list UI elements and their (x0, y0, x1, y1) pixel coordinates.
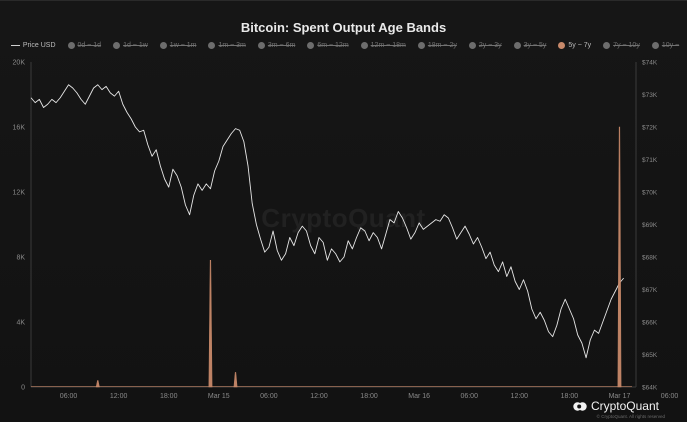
legend-dot-marker (603, 42, 611, 49)
price-usd-line (30, 84, 624, 359)
x-tick-label: 06:00 (460, 393, 478, 400)
band-5y-7y-spike (233, 372, 238, 388)
left-tick-label: 20K (13, 60, 26, 67)
legend-item[interactable]: 3y ~ 5y (513, 42, 547, 49)
legend-dot-marker (159, 42, 167, 49)
legend-label: 2y ~ 3y (478, 42, 502, 49)
x-tick-label: Mar 16 (408, 393, 430, 400)
x-tick-label: 06:00 (661, 393, 679, 400)
legend-item[interactable]: Price USD (10, 42, 56, 49)
legend-label: 5y ~ 7y (568, 42, 592, 49)
watermark: CryptoQuant (261, 203, 426, 233)
legend-item[interactable]: 1d ~ 1w (113, 42, 148, 49)
legend-item[interactable]: 5y ~ 7y (558, 42, 591, 49)
legend-item[interactable]: 6m ~ 12m (307, 42, 349, 49)
legend-dot-marker (307, 42, 315, 49)
legend-item[interactable]: 10y ~ (651, 42, 680, 49)
x-tick-label: 06:00 (260, 393, 278, 400)
legend-label: Price USD (22, 42, 56, 49)
legend-label: 3m ~ 6m (267, 42, 296, 49)
x-tick-label: 12:00 (310, 393, 328, 400)
series-layer (30, 84, 632, 388)
x-tick-label: 12:00 (511, 393, 529, 400)
left-tick-label: 12K (13, 190, 26, 197)
legend-dot-marker (513, 42, 521, 49)
right-tick-label: $67K (642, 287, 658, 294)
legend-item[interactable]: 12m ~ 18m (360, 42, 406, 49)
legend-dot-marker (468, 42, 476, 49)
band-5y-7y-spike (95, 380, 100, 388)
right-tick-label: $72K (642, 125, 658, 132)
legend-label: 3y ~ 5y (523, 42, 547, 49)
legend-line-marker (10, 45, 20, 46)
legend-dot-marker (651, 42, 659, 49)
legend-dot-marker (113, 42, 121, 49)
x-tick-label: 18:00 (160, 393, 178, 400)
legend-item[interactable]: 7y ~ 10y (603, 42, 640, 49)
x-tick-label: 12:00 (110, 393, 128, 400)
legend-item[interactable]: 2y ~ 3y (468, 42, 502, 49)
right-tick-label: $66K (642, 320, 658, 327)
right-tick-label: $65K (642, 352, 658, 359)
left-tick-label: 8K (16, 255, 25, 262)
right-tick-label: $70K (642, 190, 658, 197)
legend-label: 18m ~ 2y (427, 42, 457, 49)
right-tick-label: $71K (642, 157, 658, 164)
legend-dot-marker (67, 42, 75, 49)
legend-label: 7y ~ 10y (613, 42, 640, 49)
axes-layer: 0 4K 8K 12K 16K 20K $64K $65K $66K $67K $68K $69K $7… (13, 60, 679, 401)
band-5y-7y-spike (617, 126, 622, 388)
legend-label: 6m ~ 12m (317, 42, 349, 49)
brand-logo: CryptoQuant (573, 399, 659, 413)
legend-item[interactable]: 1w ~ 1m (159, 42, 197, 49)
legend-dot-marker (257, 42, 265, 49)
legend-dot-marker (208, 42, 216, 49)
left-tick-label: 16K (13, 125, 26, 132)
legend-label: 12m ~ 18m (370, 42, 406, 49)
right-tick-label: $64K (642, 385, 658, 392)
legend-dot-marker (417, 42, 425, 49)
band-5y-7y-spike (208, 259, 213, 388)
cryptoquant-icon (573, 401, 587, 411)
legend-label: 1d ~ 1w (123, 42, 148, 49)
right-tick-label: $68K (642, 255, 658, 262)
chart-title: Bitcoin: Spent Output Age Bands (240, 20, 447, 35)
right-tick-label: $69K (642, 222, 658, 229)
brand-name: CryptoQuant (590, 399, 659, 413)
left-tick-label: 0 (21, 385, 25, 392)
legend-label: 1w ~ 1m (169, 42, 197, 49)
right-tick-label: $74K (642, 60, 658, 67)
legend-label: 10y ~ (661, 42, 680, 49)
legend: Price USD 0d ~ 1d 1d ~ 1w 1w ~ 1m 1m ~ 3m 3m … (10, 42, 679, 49)
x-tick-label: Mar 15 (208, 393, 230, 400)
legend-item[interactable]: 0d ~ 1d (67, 42, 102, 49)
top-border (0, 0, 687, 1)
legend-label: 1m ~ 3m (218, 42, 246, 49)
x-tick-label: Mar 17 (609, 393, 631, 400)
legend-dot-marker (360, 42, 368, 49)
legend-label: 0d ~ 1d (77, 42, 102, 49)
legend-item[interactable]: 1m ~ 3m (208, 42, 246, 49)
left-tick-label: 4K (16, 320, 25, 327)
x-tick-label: 18:00 (561, 393, 579, 400)
legend-item[interactable]: 3m ~ 6m (257, 42, 296, 49)
right-tick-label: $73K (642, 92, 658, 99)
x-tick-label: 18:00 (360, 393, 378, 400)
copyright-text: © CryptoQuant. All rights reserved (596, 414, 665, 419)
x-tick-label: 06:00 (60, 393, 78, 400)
legend-dot-marker (558, 42, 566, 49)
legend-item[interactable]: 18m ~ 2y (417, 42, 457, 49)
